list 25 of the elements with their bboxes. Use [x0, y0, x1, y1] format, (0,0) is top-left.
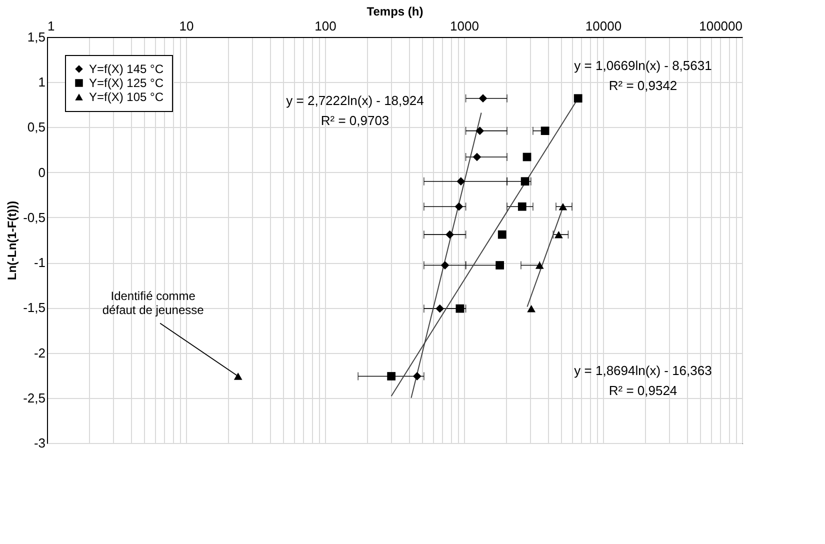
legend-label: Y=f(X) 125 °C: [89, 76, 164, 90]
annotation: y = 2,7222ln(x) - 18,924 R² = 0,9703: [286, 93, 424, 128]
y-tick-label: -1,5: [23, 300, 46, 316]
x-tick-label: 10: [179, 18, 194, 34]
annotation: Identifié comme défaut de jeunesse: [102, 289, 204, 318]
y-tick-label: -0,5: [23, 210, 46, 225]
y-tick-label: 1: [38, 74, 46, 90]
x-axis-title: Temps (h): [366, 4, 424, 18]
y-tick-label: -2,5: [23, 390, 46, 406]
y-tick-label: -3: [34, 436, 46, 450]
y-axis-title: Ln(-Ln(1-F(t))): [5, 200, 20, 280]
x-tick-label: 1: [48, 18, 55, 34]
y-tick-label: 1,5: [27, 30, 46, 44]
x-tick-label: 1000: [450, 18, 479, 34]
legend-label: Y=f(X) 105 °C: [89, 90, 164, 104]
x-tick-label: 100: [314, 18, 336, 34]
y-tick-label: -1: [34, 255, 46, 270]
annotation: y = 1,8694ln(x) - 16,363 R² = 0,9524: [574, 363, 712, 398]
x-tick-label: 10000: [585, 18, 622, 34]
y-tick-label: 0: [38, 164, 46, 180]
x-tick-label: 100000: [699, 18, 742, 34]
legend-label: Y=f(X) 145 °C: [89, 62, 164, 76]
y-tick-label: -2: [34, 345, 46, 360]
annotation: y = 1,0669ln(x) - 8,5631 R² = 0,9342: [574, 58, 712, 93]
y-tick-label: 0,5: [27, 120, 46, 135]
